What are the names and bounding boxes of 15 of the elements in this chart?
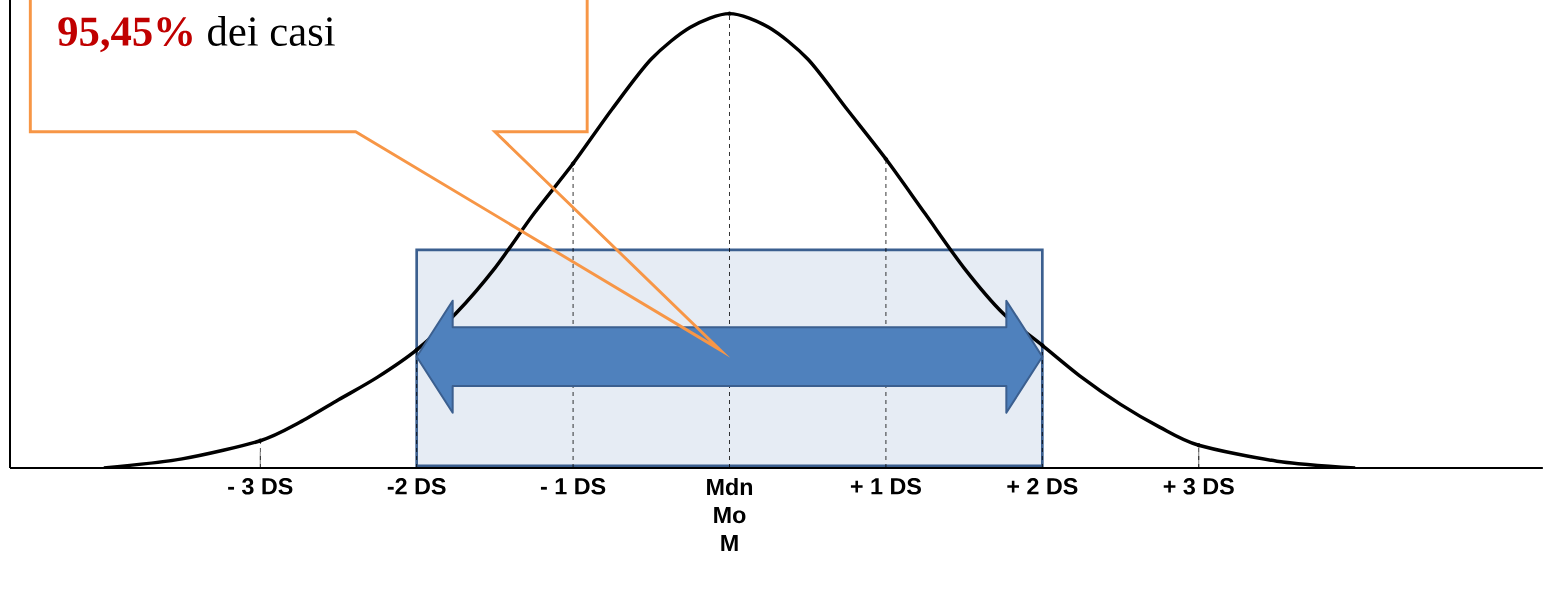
x-tick-label: -2 DS — [387, 478, 446, 495]
x-tick-label: - 3 DS — [228, 478, 293, 495]
point — [727, 11, 732, 16]
point — [1196, 443, 1201, 448]
x-tick-label: + 2 DS — [1007, 478, 1078, 495]
point — [883, 156, 889, 162]
x-tick-label: Mdn Mo M — [707, 478, 753, 551]
x-tick-label: - 1 DS — [540, 478, 606, 495]
x-tick-label: + 3 DS — [1163, 478, 1234, 495]
x-tick-label: + 1 DS — [850, 478, 921, 495]
point — [1040, 343, 1045, 348]
point — [258, 438, 263, 443]
point — [414, 347, 419, 352]
annotation: 95,45% dei casi — [58, 15, 335, 53]
point — [570, 161, 576, 166]
